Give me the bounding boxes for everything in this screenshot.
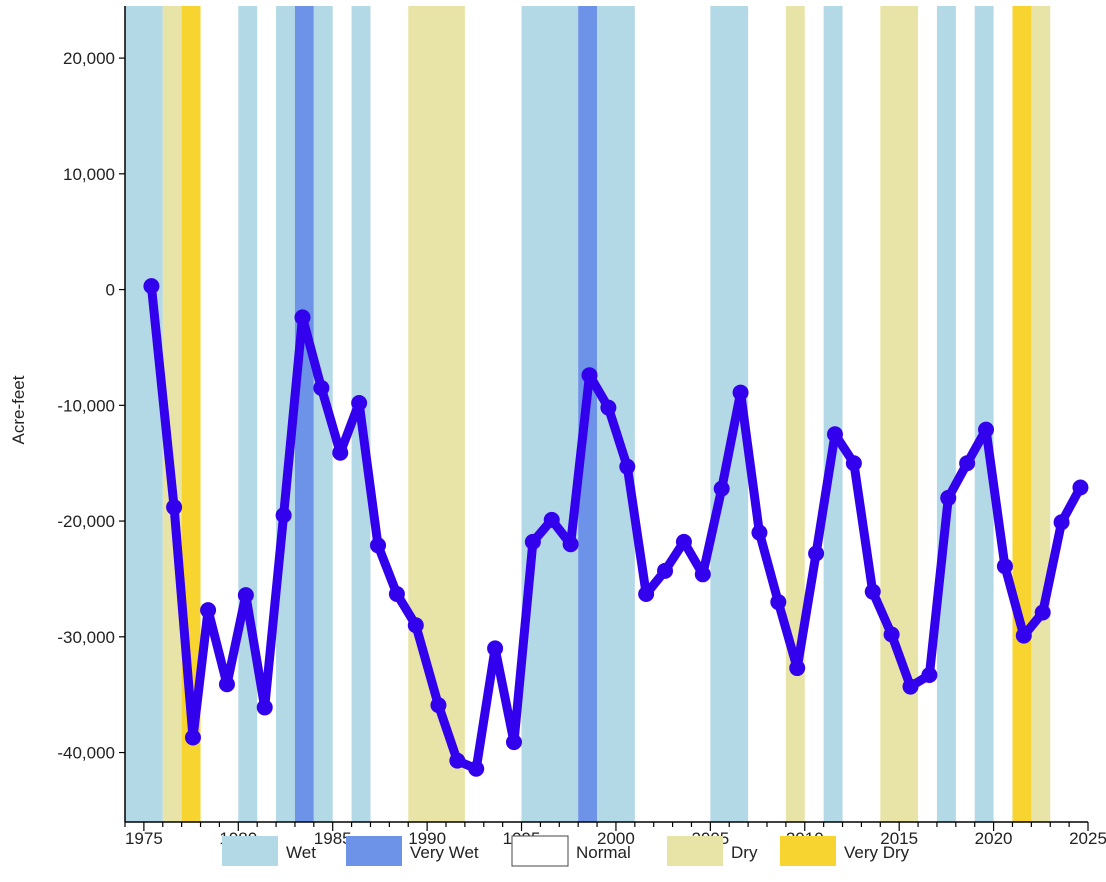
legend-swatch-dry <box>667 836 723 866</box>
band-very-wet <box>294 6 314 822</box>
data-point <box>770 594 787 611</box>
data-point <box>275 507 292 524</box>
data-point <box>487 640 504 657</box>
data-point <box>468 760 485 777</box>
series-layer <box>143 278 1089 777</box>
y-tick-label: -10,000 <box>57 396 115 415</box>
band-wet <box>521 6 579 822</box>
x-tick-label: 1975 <box>125 829 163 848</box>
data-point <box>430 697 447 714</box>
data-point <box>902 678 919 695</box>
data-point <box>166 499 183 516</box>
legend-swatch-very-wet <box>346 836 402 866</box>
data-point <box>619 458 636 475</box>
data-point <box>237 587 254 604</box>
data-point <box>694 566 711 583</box>
data-point <box>826 426 843 443</box>
legend-label-dry: Dry <box>731 843 758 862</box>
legend: Wet Very Wet Normal Dry Very Dry <box>222 835 910 867</box>
band-wet <box>125 6 163 822</box>
data-point <box>1034 604 1051 621</box>
data-point <box>449 752 466 769</box>
y-tick-label: -30,000 <box>57 628 115 647</box>
data-point <box>1015 627 1032 644</box>
data-point <box>524 533 541 550</box>
data-point <box>1072 479 1089 496</box>
data-point <box>1053 514 1070 531</box>
data-point <box>732 384 749 401</box>
data-point <box>657 562 674 579</box>
data-point <box>864 583 881 600</box>
data-point <box>638 585 655 602</box>
data-point <box>600 399 617 416</box>
legend-swatch-wet <box>222 836 278 866</box>
y-axis-title: Acre-feet <box>9 375 28 444</box>
legend-label-very-wet: Very Wet <box>410 843 479 862</box>
data-point <box>940 489 957 506</box>
data-point <box>845 455 862 472</box>
data-point <box>883 626 900 643</box>
band-wet <box>313 6 333 822</box>
data-point <box>313 379 330 396</box>
legend-swatch-very-dry <box>780 836 836 866</box>
band-very-dry <box>1012 6 1032 822</box>
year-type-bands <box>125 6 1051 822</box>
band-dry <box>880 6 919 822</box>
band-wet <box>823 6 843 822</box>
x-tick-label: 2015 <box>880 829 918 848</box>
legend-label-normal: Normal <box>576 843 631 862</box>
data-point <box>351 395 368 412</box>
data-point <box>959 455 976 472</box>
data-point <box>407 617 424 634</box>
y-tick-label: -20,000 <box>57 512 115 531</box>
data-point <box>294 309 311 326</box>
x-tick-label: 2000 <box>597 829 635 848</box>
band-wet <box>238 6 258 822</box>
data-point <box>505 734 522 751</box>
y-tick-label: 0 <box>106 281 115 300</box>
x-tick-label: 2020 <box>975 829 1013 848</box>
y-tick-label: 10,000 <box>63 165 115 184</box>
data-point <box>218 676 235 693</box>
x-tick-label: 1990 <box>408 829 446 848</box>
band-wet <box>276 6 295 822</box>
legend-swatch-normal <box>511 835 569 867</box>
band-wet <box>974 6 994 822</box>
data-point <box>789 660 806 677</box>
y-tick-label: -40,000 <box>57 744 115 763</box>
data-point <box>388 585 405 602</box>
data-point <box>751 524 768 541</box>
band-dry <box>1031 6 1051 822</box>
data-point <box>370 537 387 554</box>
legend-label-very-dry: Very Dry <box>844 843 910 862</box>
data-point <box>256 699 273 716</box>
data-point <box>332 444 349 461</box>
band-dry <box>785 6 805 822</box>
data-point <box>978 421 995 438</box>
data-point <box>562 536 579 553</box>
x-tick-label: 2025 <box>1069 829 1106 848</box>
data-point <box>675 533 692 550</box>
data-point <box>996 558 1013 575</box>
data-point <box>921 667 938 684</box>
data-point <box>200 602 217 619</box>
band-wet <box>597 6 635 822</box>
data-point <box>543 511 560 528</box>
x-tick-label: 1985 <box>314 829 352 848</box>
band-dry <box>162 6 182 822</box>
data-point <box>143 278 160 295</box>
data-point <box>808 545 825 562</box>
data-point <box>713 480 730 497</box>
band-wet <box>936 6 956 822</box>
y-tick-label: 20,000 <box>63 49 115 68</box>
legend-label-wet: Wet <box>286 843 316 862</box>
data-point <box>581 367 598 384</box>
data-point <box>184 729 201 746</box>
